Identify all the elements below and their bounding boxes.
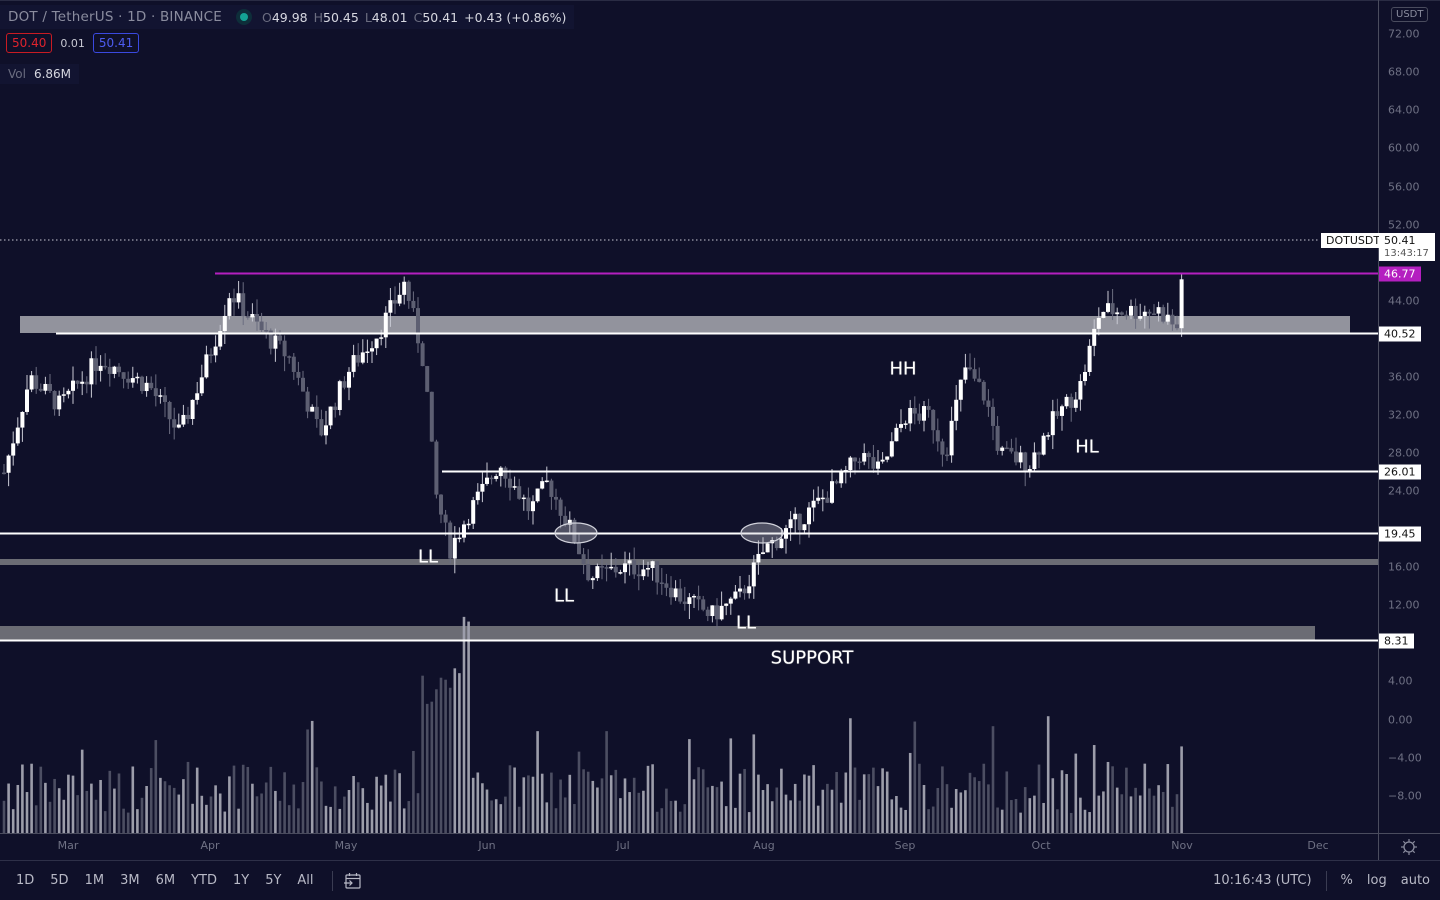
y-tick: 32.00 — [1388, 408, 1420, 422]
range-5y[interactable]: 5Y — [265, 873, 282, 888]
top-border — [0, 0, 1440, 1]
range-5d[interactable]: 5D — [50, 873, 69, 888]
y-tick: 28.00 — [1388, 446, 1420, 460]
last-price-tag: 50.41 13:43:17 — [1379, 233, 1435, 261]
y-tick: 60.00 — [1388, 141, 1420, 155]
x-tick: Mar — [57, 839, 79, 852]
ohlc-values: O49.98 H50.45 L48.01 C50.41 +0.43 (+0.86… — [262, 10, 566, 25]
toolbar-divider — [1325, 870, 1327, 891]
annotation-hh: HH — [889, 358, 917, 380]
x-tick: Jun — [478, 839, 496, 852]
goto-date-calendar-icon[interactable] — [343, 872, 363, 890]
flip-level-tag: 19.45 — [1379, 526, 1421, 542]
range-1y[interactable]: 1Y — [232, 873, 250, 888]
auto-scale-toggle[interactable]: auto — [1400, 873, 1430, 888]
annotation-hl: HL — [1075, 436, 1099, 458]
log-scale-toggle[interactable]: log — [1366, 873, 1387, 888]
vol-tick: −4.00 — [1388, 751, 1422, 765]
volume-label: Vol — [8, 67, 26, 81]
volume-value: 6.86M — [33, 67, 72, 81]
vol-tick: 0.00 — [1388, 713, 1413, 727]
x-tick: Sep — [894, 839, 916, 852]
y-tick: 56.00 — [1388, 180, 1420, 194]
magenta-level-tag: 46.77 — [1379, 266, 1421, 282]
price-chart-canvas[interactable] — [0, 0, 1440, 860]
currency-button[interactable]: USDT — [1391, 7, 1429, 22]
symbol-title[interactable]: DOT / TetherUS · 1D · BINANCE — [8, 9, 222, 25]
change-value: +0.43 (+0.86%) — [464, 9, 567, 25]
vol-tick: −8.00 — [1388, 789, 1422, 803]
y-tick: 16.00 — [1388, 560, 1420, 574]
high-label: H — [313, 9, 324, 25]
settings-gear-icon[interactable] — [1400, 838, 1418, 856]
open-value: 49.98 — [271, 9, 308, 25]
y-tick: 24.00 — [1388, 484, 1420, 498]
symbol-price-tag: DOTUSDT — [1321, 233, 1386, 248]
y-tick: 52.00 — [1388, 218, 1420, 232]
annotation-ll-3: LL — [735, 612, 757, 634]
bar-countdown: 13:43:17 — [1384, 248, 1429, 259]
range-ytd[interactable]: YTD — [191, 873, 217, 888]
high-value: 50.45 — [323, 9, 359, 25]
range-3m[interactable]: 3M — [120, 873, 140, 888]
scale-tools: 10:16:43 (UTC) % log auto — [1213, 861, 1430, 900]
low-label: L — [364, 9, 372, 25]
vol-tick: 4.00 — [1388, 674, 1413, 688]
x-tick: Aug — [753, 839, 775, 852]
y-tick: 64.00 — [1388, 103, 1420, 117]
y-tick: 68.00 — [1388, 65, 1420, 79]
annotation-support: SUPPORT — [770, 647, 854, 669]
annotation-ll-2: LL — [553, 585, 575, 607]
y-tick: 12.00 — [1388, 598, 1420, 612]
volume-legend: Vol 6.86M — [0, 64, 80, 84]
range-1d[interactable]: 1D — [16, 873, 35, 888]
y-tick: 72.00 — [1388, 27, 1420, 41]
annotation-ll-1: LL — [417, 546, 439, 568]
close-value: 50.41 — [422, 9, 459, 25]
x-tick: Nov — [1171, 839, 1193, 852]
last-price: 50.41 — [1384, 234, 1416, 247]
percent-scale-toggle[interactable]: % — [1340, 873, 1353, 888]
range-all[interactable]: All — [297, 873, 314, 888]
toolbar-divider — [331, 870, 333, 891]
x-tick: Oct — [1031, 839, 1051, 852]
x-tick: Dec — [1307, 839, 1329, 852]
x-tick: May — [334, 839, 358, 852]
y-tick: 36.00 — [1388, 370, 1420, 384]
sell-price-button[interactable]: 50.40 — [6, 33, 53, 53]
mid-level-tag: 26.01 — [1379, 464, 1421, 480]
market-status-icon[interactable] — [235, 9, 252, 25]
low-value: 48.01 — [371, 9, 408, 25]
x-tick: Jul — [616, 839, 630, 852]
spread-value: 0.01 — [60, 36, 85, 50]
range-1m[interactable]: 1M — [84, 873, 105, 888]
clock-timezone[interactable]: 10:16:43 (UTC) — [1213, 873, 1312, 888]
bid-ask: 50.40 0.01 50.41 — [6, 33, 140, 53]
bottom-toolbar: 1D 5D 1M 3M 6M YTD 1Y 5Y All 10:16:43 (U… — [0, 861, 1440, 900]
buy-price-button[interactable]: 50.41 — [92, 33, 140, 53]
price-axis-border — [1378, 0, 1379, 860]
date-range-buttons: 1D 5D 1M 3M 6M YTD 1Y 5Y All — [8, 873, 322, 888]
resistance-level-tag: 40.52 — [1379, 326, 1421, 342]
support-level-tag: 8.31 — [1379, 633, 1414, 649]
y-tick: 44.00 — [1388, 294, 1420, 308]
x-tick: Apr — [200, 839, 220, 852]
time-axis-border — [0, 833, 1440, 834]
close-label: C — [413, 9, 423, 25]
bottom-bar-border — [0, 860, 1440, 861]
range-6m[interactable]: 6M — [155, 873, 176, 888]
open-label: O — [261, 9, 272, 25]
symbol-legend: DOT / TetherUS · 1D · BINANCE O49.98 H50… — [0, 5, 575, 29]
